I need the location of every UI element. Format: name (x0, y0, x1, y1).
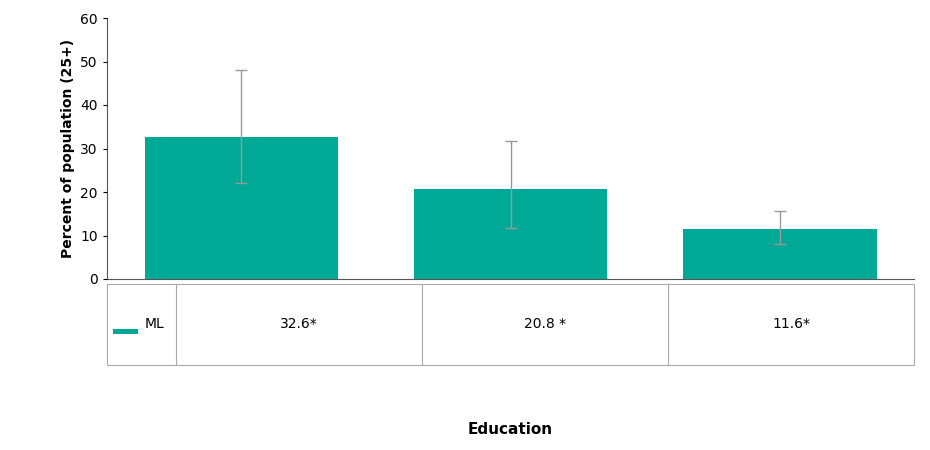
Y-axis label: Percent of population (25+): Percent of population (25+) (60, 39, 74, 258)
Text: ML: ML (144, 317, 165, 331)
Bar (414, 189, 607, 279)
Text: 11.6*: 11.6* (772, 317, 810, 331)
Text: 32.6*: 32.6* (280, 317, 317, 331)
Text: Education: Education (468, 422, 553, 436)
Text: 20.8 *: 20.8 * (524, 317, 566, 331)
Bar (145, 137, 339, 279)
FancyBboxPatch shape (113, 329, 138, 334)
Bar (683, 229, 876, 279)
